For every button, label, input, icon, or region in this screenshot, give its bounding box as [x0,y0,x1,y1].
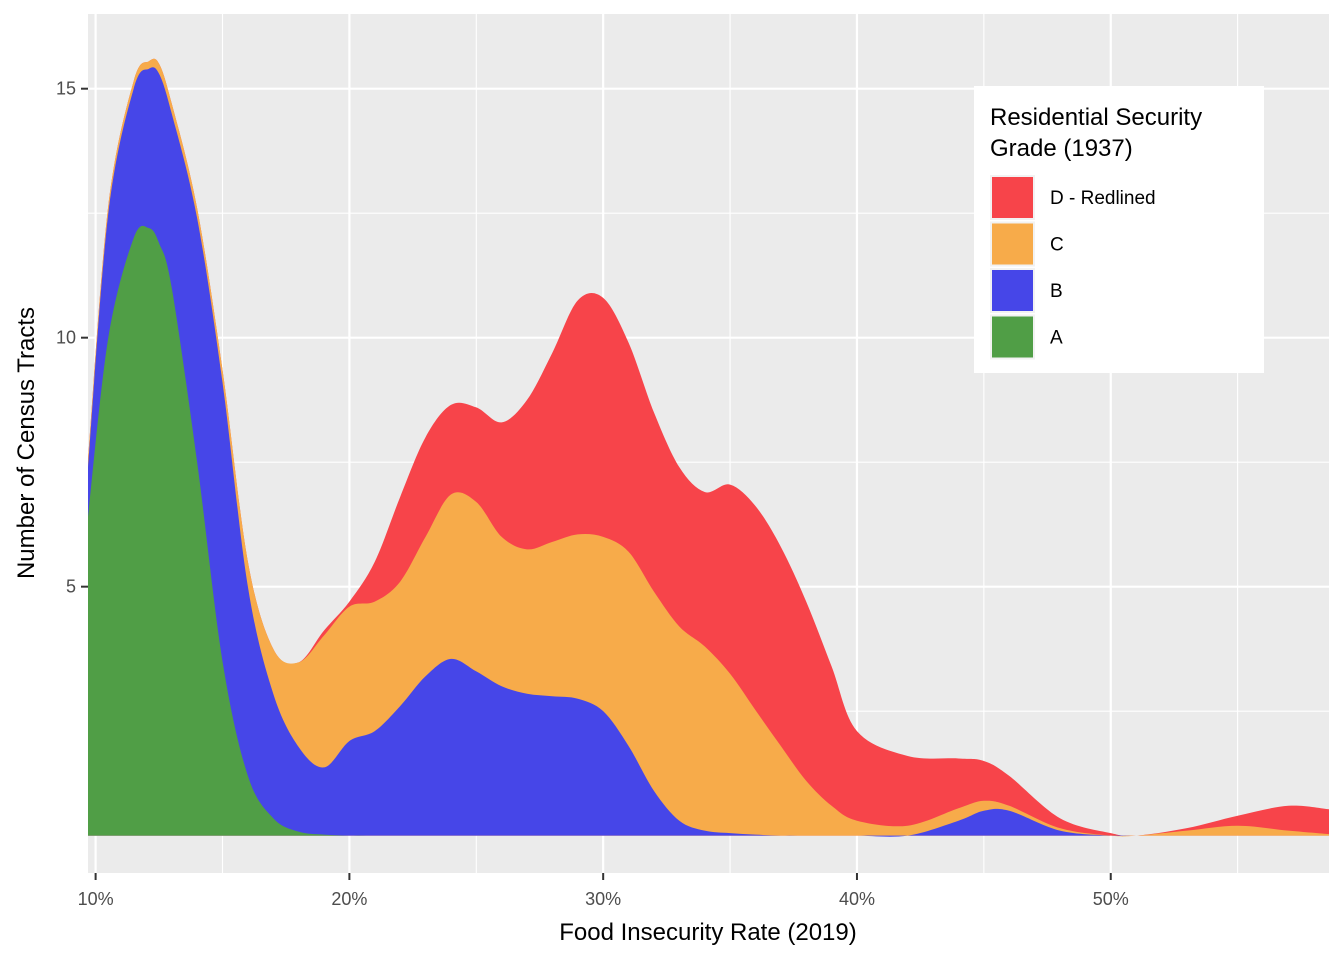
legend-items: D - Redlined C B A [990,175,1156,360]
area-c [88,58,1329,837]
y-tick-label-0: 5 [66,577,76,597]
y-axis-title: Number of Census Tracts [13,307,40,579]
x-axis-title: Food Insecurity Rate (2019) [559,919,856,946]
legend-swatch-b [992,270,1033,311]
x-axis: 10% 20% 30% 40% 50% [78,873,1129,909]
legend-label-c: C [1050,235,1064,256]
legend-swatch-a [992,316,1033,358]
density-areas [88,58,1329,837]
y-axis: 5 10 15 [56,79,88,597]
x-tick-label-2: 30% [585,889,621,909]
legend-label-a: A [1050,328,1063,349]
x-tick-label-4: 50% [1093,889,1129,909]
legend-swatch-d-redlined [992,177,1033,218]
legend: Residential Security Grade (1937) D - Re… [974,86,1264,373]
y-tick-label-1: 10 [56,328,76,348]
x-tick-label-1: 20% [331,889,367,909]
legend-title-line-2: Grade (1937) [990,135,1133,162]
y-tick-label-2: 15 [56,79,76,99]
legend-label-d-redlined: D - Redlined [1050,188,1156,209]
area-a [88,225,1329,836]
legend-swatch-c [992,223,1033,265]
legend-title-line-1: Residential Security [990,104,1202,131]
legend-label-b: B [1050,281,1063,302]
x-tick-label-0: 10% [78,889,114,909]
x-tick-label-3: 40% [839,889,875,909]
